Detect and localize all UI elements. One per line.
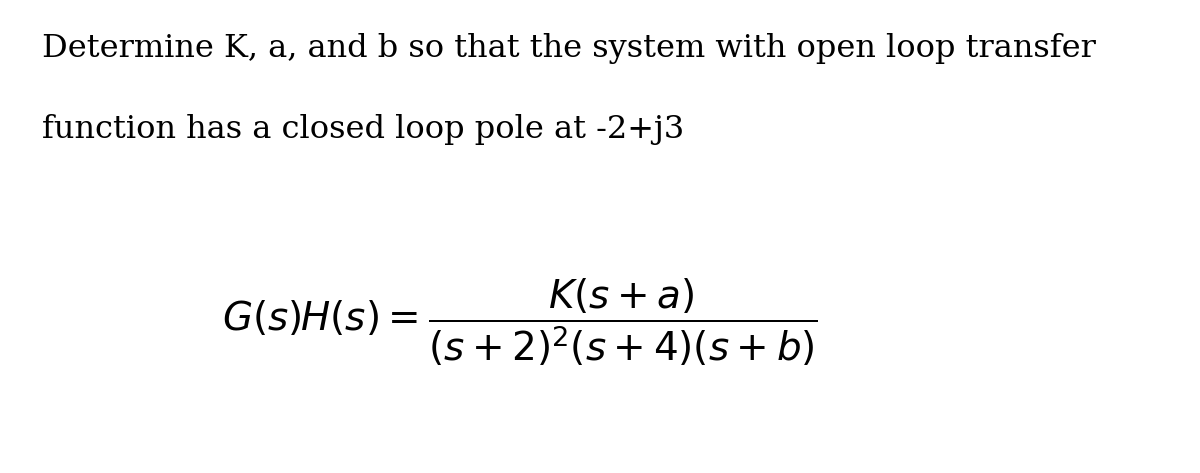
Text: $G(s)H(s) = \dfrac{K(s + a)}{(s + 2)^2(s + 4)(s + b)}$: $G(s)H(s) = \dfrac{K(s + a)}{(s + 2)^2(s… [222, 276, 817, 368]
Text: function has a closed loop pole at -2+j3: function has a closed loop pole at -2+j3 [42, 114, 684, 145]
Text: Determine K, a, and b so that the system with open loop transfer: Determine K, a, and b so that the system… [42, 33, 1096, 64]
